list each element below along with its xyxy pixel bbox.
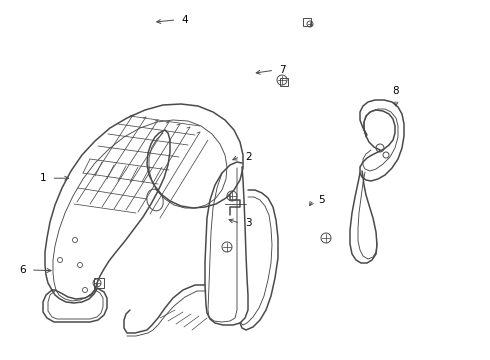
Text: 1: 1	[40, 173, 47, 183]
Text: 8: 8	[392, 86, 399, 96]
Text: 6: 6	[19, 265, 26, 275]
Text: 2: 2	[245, 152, 252, 162]
Bar	[303, 18, 311, 26]
Text: 5: 5	[318, 195, 325, 205]
Text: 4: 4	[181, 15, 188, 25]
Text: 7: 7	[279, 65, 286, 75]
Text: 3: 3	[245, 218, 252, 228]
Bar	[280, 78, 288, 86]
Bar	[94, 278, 104, 288]
